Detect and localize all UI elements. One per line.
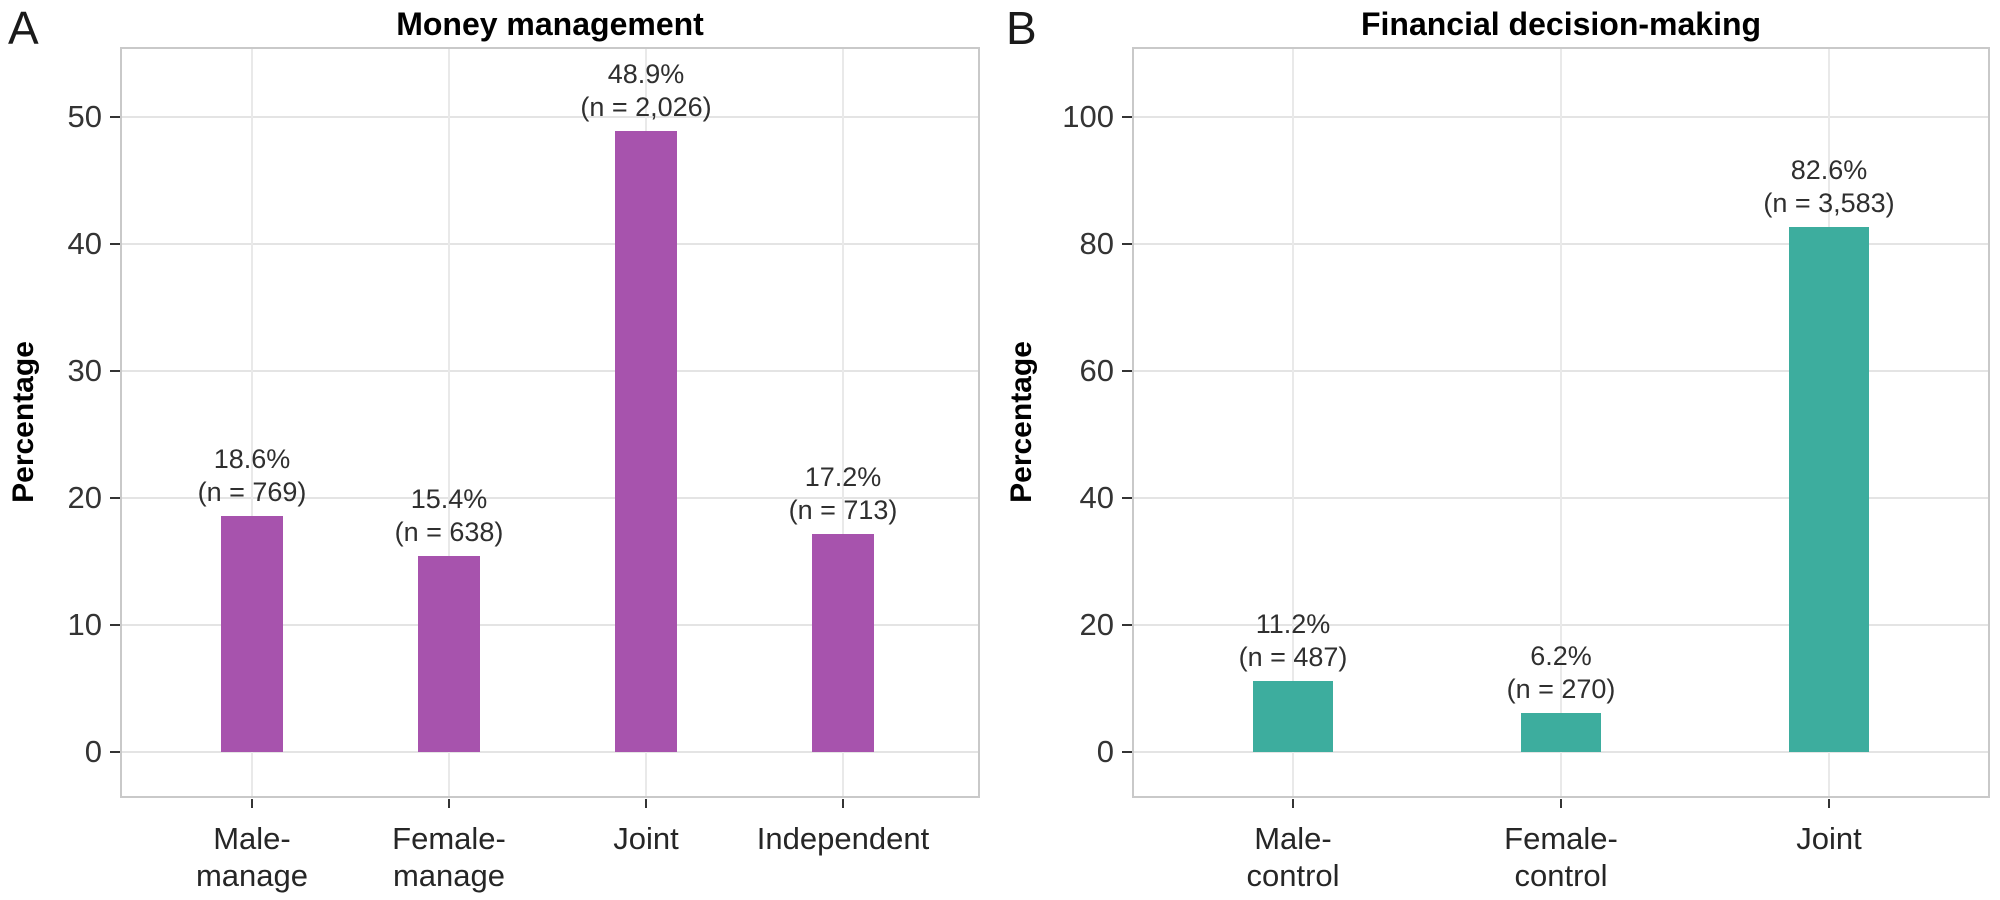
gridline-h <box>120 116 980 118</box>
y-tick-label: 80 <box>1079 226 1114 261</box>
y-tick-label: 0 <box>84 734 102 769</box>
y-tick-label: 50 <box>67 99 102 134</box>
y-axis-tick <box>110 497 120 499</box>
x-category-label: Male- manage <box>195 821 309 893</box>
x-axis-tick <box>448 799 450 808</box>
bar <box>1253 680 1333 752</box>
y-tick-label: 40 <box>1079 480 1114 515</box>
y-axis-tick <box>1122 116 1132 118</box>
bar-label: 82.6% (n = 3,583) <box>1763 155 1895 219</box>
x-category-label: Male- control <box>1246 821 1340 893</box>
y-axis-tick <box>1122 751 1132 753</box>
y-axis-tick <box>1122 370 1132 372</box>
gridline-h <box>120 243 980 245</box>
y-tick-label: 40 <box>67 226 102 261</box>
y-tick-label: 30 <box>67 353 102 388</box>
x-axis-tick <box>842 799 844 808</box>
y-tick-label: 0 <box>1096 734 1114 769</box>
y-tick-label: 20 <box>67 480 102 515</box>
y-axis-tick <box>1122 497 1132 499</box>
gridline-h <box>120 624 980 626</box>
y-axis-tick <box>110 370 120 372</box>
bar-label: 6.2% (n = 270) <box>1506 640 1616 704</box>
y-axis-tick <box>1122 243 1132 245</box>
gridline-v <box>1560 47 1562 798</box>
bar-label: 15.4% (n = 638) <box>394 484 504 548</box>
x-category-label: Joint <box>613 821 679 856</box>
panel-b-letter: B <box>1006 2 1037 54</box>
y-tick-label: 20 <box>1079 607 1114 642</box>
x-category-label: Independent <box>756 821 930 856</box>
y-tick-label: 10 <box>67 607 102 642</box>
x-axis-tick <box>1828 799 1830 808</box>
y-axis-tick <box>1122 624 1132 626</box>
x-axis-tick <box>645 799 647 808</box>
bar-label: 17.2% (n = 713) <box>788 461 898 525</box>
x-axis-tick <box>1292 799 1294 808</box>
y-tick-label: 100 <box>1062 99 1114 134</box>
bar-label: 48.9% (n = 2,026) <box>580 58 712 122</box>
panel-border <box>1132 47 1990 798</box>
y-axis-tick <box>110 243 120 245</box>
panel-border <box>120 47 980 798</box>
panel-a-letter: A <box>8 2 39 54</box>
bar-label: 11.2% (n = 487) <box>1238 608 1348 672</box>
bar <box>812 533 874 752</box>
y-axis-tick <box>110 624 120 626</box>
x-axis-tick <box>251 799 253 808</box>
x-category-label: Female- control <box>1504 821 1618 893</box>
bar <box>615 130 677 752</box>
bar-label: 18.6% (n = 769) <box>197 443 307 507</box>
x-category-label: Female- manage <box>392 821 506 893</box>
panel-a-title: Money management <box>396 6 704 42</box>
gridline-v <box>842 47 844 798</box>
x-axis-tick <box>1560 799 1562 808</box>
gridline-h <box>120 497 980 499</box>
x-category-label: Joint <box>1796 821 1862 856</box>
gridline-h <box>120 751 980 753</box>
bar <box>418 556 480 752</box>
y-axis-tick <box>110 116 120 118</box>
gridline-h <box>120 370 980 372</box>
bar <box>221 515 283 752</box>
gridline-v <box>448 47 450 798</box>
gridline-v <box>1292 47 1294 798</box>
gridline-v <box>251 47 253 798</box>
y-tick-label: 60 <box>1079 353 1114 388</box>
panel-b-title: Financial decision-making <box>1360 6 1762 42</box>
bar <box>1521 712 1601 752</box>
y-axis-tick <box>110 751 120 753</box>
bar <box>1789 227 1869 752</box>
